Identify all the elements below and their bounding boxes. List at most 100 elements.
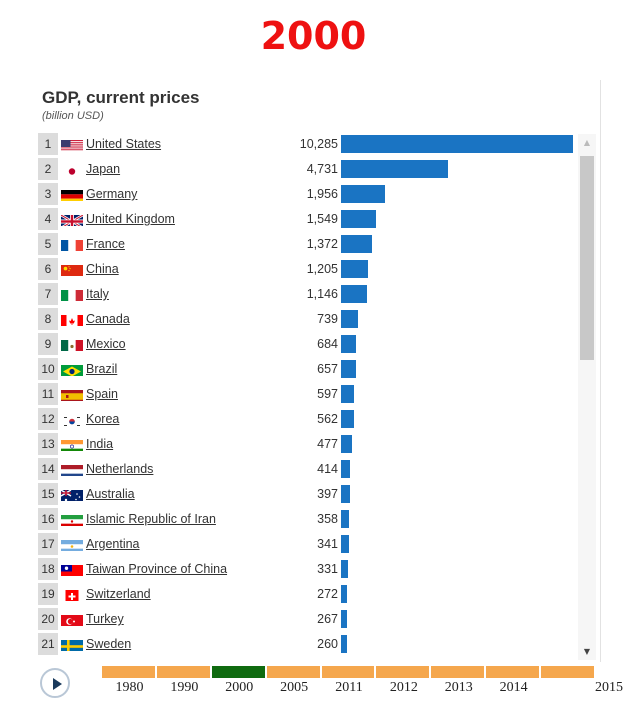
table-row: 20 Turkey 267 (38, 608, 578, 630)
table-row: 21 Sweden 260 (38, 633, 578, 655)
country-link[interactable]: Sweden (86, 637, 132, 651)
flag-ca-icon (61, 313, 83, 326)
play-button[interactable] (40, 668, 70, 698)
timeline-year-label[interactable]: 2015 (595, 680, 623, 695)
country-link[interactable]: Netherlands (86, 462, 154, 476)
country-link[interactable]: Canada (86, 312, 130, 326)
flag-se-icon (61, 638, 83, 651)
table-row: 2 Japan 4,731 (38, 158, 578, 180)
country-link[interactable]: Germany (86, 187, 138, 201)
bar (341, 385, 355, 403)
rank-label: 9 (38, 333, 58, 355)
bar (341, 510, 350, 528)
scroll-thumb[interactable] (580, 156, 594, 360)
table-row: 19 Switzerland 272 (38, 583, 578, 605)
value-label: 1,146 (306, 287, 338, 301)
timeline-year-label[interactable]: 2000 (225, 680, 254, 695)
timeline-year-label[interactable]: 2011 (335, 680, 363, 695)
country-link[interactable]: Argentina (86, 537, 140, 551)
timeline-segment[interactable] (102, 666, 155, 678)
timeline-segment[interactable] (541, 666, 594, 678)
table-row: 13 India 477 (38, 433, 578, 455)
rank-label: 1 (38, 133, 58, 155)
bar (341, 210, 376, 228)
country-link[interactable]: France (86, 237, 125, 251)
rank-label: 4 (38, 208, 58, 230)
value-label: 684 (317, 337, 338, 351)
value-label: 10,285 (299, 137, 338, 151)
scroll-down-icon[interactable]: ▼ (583, 647, 591, 656)
country-link[interactable]: Italy (86, 287, 109, 301)
rank-label: 7 (38, 283, 58, 305)
country-link[interactable]: Switzerland (86, 587, 151, 601)
timeline-year-label[interactable]: 2012 (389, 680, 418, 695)
timeline-segment[interactable] (321, 666, 375, 678)
country-link[interactable]: Japan (86, 162, 121, 176)
rank-label: 6 (38, 258, 58, 280)
value-label: 397 (317, 487, 338, 501)
table-row: 7 Italy 1,146 (38, 283, 578, 305)
flag-ar-icon (61, 538, 83, 551)
country-link[interactable]: Brazil (86, 362, 118, 376)
timeline-segment[interactable] (211, 666, 265, 678)
ranking-list: 1 United States 10,285 2 Japan 4,731 3 Germany 1… (38, 133, 578, 658)
flag-au-icon (61, 488, 83, 501)
value-label: 1,372 (306, 237, 338, 251)
timeline-track[interactable] (102, 666, 596, 678)
flag-br-icon (61, 363, 83, 376)
value-label: 414 (317, 462, 338, 476)
value-label: 739 (317, 312, 338, 326)
scroll-up-icon[interactable]: ▲ (583, 138, 591, 147)
table-row: 15 Australia 397 (38, 483, 578, 505)
rank-label: 13 (38, 433, 58, 455)
country-link[interactable]: China (86, 262, 119, 276)
rank-label: 12 (38, 408, 58, 430)
flag-ch-icon (61, 588, 83, 601)
bar (341, 585, 348, 603)
bar (341, 135, 573, 153)
country-link[interactable]: United Kingdom (86, 212, 175, 226)
country-link[interactable]: Korea (86, 412, 120, 426)
country-link[interactable]: Islamic Republic of Iran (86, 512, 216, 526)
table-row: 18 Taiwan Province of China 331 (38, 558, 578, 580)
table-row: 1 United States 10,285 (38, 133, 578, 155)
flag-us-icon (61, 138, 83, 151)
timeline-year-label[interactable]: 2013 (444, 680, 473, 695)
rank-label: 19 (38, 583, 58, 605)
rank-label: 5 (38, 233, 58, 255)
flag-nl-icon (61, 463, 83, 476)
scrollbar[interactable]: ▲ ▼ (578, 134, 596, 660)
timeline-segment[interactable] (266, 666, 320, 678)
flag-cn-icon (61, 263, 83, 276)
rank-label: 20 (38, 608, 58, 630)
rank-label: 21 (38, 633, 58, 655)
timeline-segment[interactable] (156, 666, 210, 678)
bar (341, 310, 358, 328)
value-label: 1,205 (306, 262, 338, 276)
country-link[interactable]: United States (86, 137, 162, 151)
bar (341, 435, 352, 453)
timeline-segment[interactable] (486, 666, 540, 678)
flag-fr-icon (61, 238, 83, 251)
country-link[interactable]: Australia (86, 487, 135, 501)
country-link[interactable]: Mexico (86, 337, 126, 351)
country-link[interactable]: Taiwan Province of China (86, 562, 228, 576)
rank-label: 3 (38, 183, 58, 205)
timeline-year-label[interactable]: 2014 (499, 680, 528, 695)
country-link[interactable]: Spain (86, 387, 118, 401)
table-row: 11 Spain 597 (38, 383, 578, 405)
value-label: 4,731 (306, 162, 338, 176)
value-label: 477 (317, 437, 338, 451)
rank-label: 17 (38, 533, 58, 555)
timeline-year-label[interactable]: 1990 (170, 680, 199, 695)
country-link[interactable]: India (86, 437, 114, 451)
timeline-year-label[interactable]: 1980 (115, 680, 144, 695)
bar (341, 410, 354, 428)
rank-label: 16 (38, 508, 58, 530)
timeline-year-label[interactable]: 2005 (280, 680, 309, 695)
rank-label: 2 (38, 158, 58, 180)
timeline-segment[interactable] (431, 666, 485, 678)
country-link[interactable]: Turkey (86, 612, 124, 626)
timeline-segment[interactable] (376, 666, 430, 678)
bar (341, 260, 369, 278)
